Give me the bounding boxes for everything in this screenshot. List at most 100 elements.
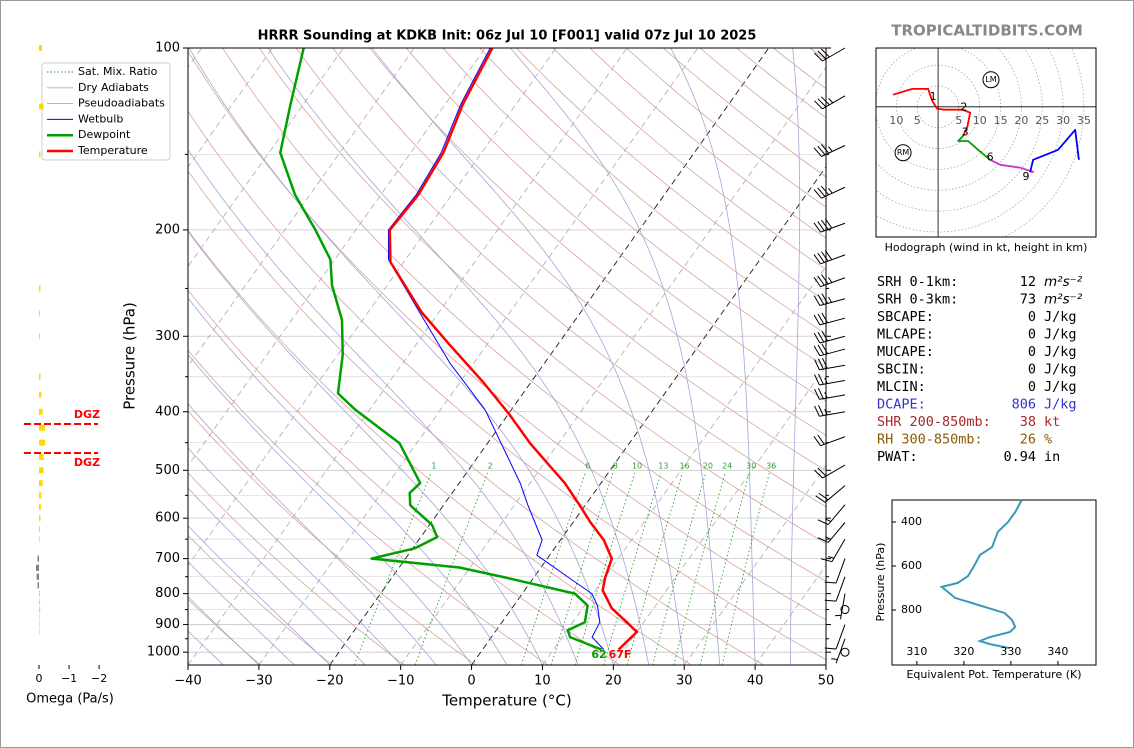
wind-barb-calm <box>840 647 850 657</box>
mixing-ratio-line <box>550 472 614 665</box>
hodograph-title: Hodograph (wind in kt, height in km) <box>885 241 1088 254</box>
moist-adiabat <box>188 403 437 665</box>
stat-unit: m²s⁻² <box>1044 292 1083 308</box>
stat-label: SRH 0-1km: <box>877 274 958 290</box>
wind-barb <box>815 485 846 503</box>
storm-motion-label: LM <box>985 75 996 84</box>
height-label: 6 <box>987 151 994 164</box>
storm-motion-marker <box>982 71 1000 89</box>
moist-adiabat <box>267 48 650 665</box>
dry-adiabat <box>332 48 826 472</box>
dry-adiabat <box>188 229 692 665</box>
x-tick-label: 40 <box>747 674 764 689</box>
dry-adiabat <box>188 110 826 661</box>
omega-bar <box>39 525 40 532</box>
sounding-line <box>387 48 605 650</box>
dry-adiabat <box>369 48 826 436</box>
wind-barb <box>813 274 846 288</box>
wind-barb <box>813 250 846 265</box>
stat-label: RH 300-850mb: <box>877 432 983 448</box>
dry-adiabat <box>188 534 333 665</box>
hodograph-ring-label: 25 <box>1035 114 1049 127</box>
stat-value: 12 <box>1020 274 1036 290</box>
wind-barb <box>824 576 846 602</box>
stat-label: SBCAPE: <box>877 309 934 325</box>
stat-unit: J/kg <box>1044 309 1077 325</box>
legend-label: Wetbulb <box>78 112 123 125</box>
moist-adiabat <box>790 48 801 665</box>
omega-bar <box>39 424 46 431</box>
inset-x-tick-label: 330 <box>1000 645 1021 658</box>
dgz-label: DGZ <box>74 408 100 421</box>
x-tick-label: −10 <box>387 674 414 689</box>
inset-x-tick-label: 310 <box>906 645 927 658</box>
omega-bar <box>39 45 43 51</box>
stat-unit: J/kg <box>1044 379 1077 395</box>
y-axis-label: Pressure (hPa) <box>121 302 139 410</box>
stat-value: 806 <box>1012 397 1036 413</box>
omega-bar <box>39 492 42 499</box>
inset-y-tick-label: 600 <box>901 559 922 572</box>
omega-bar <box>39 310 40 317</box>
stat-label: DCAPE: <box>877 397 926 413</box>
moist-adiabat <box>188 447 401 665</box>
y-tick-label: 400 <box>155 404 180 419</box>
dry-adiabat <box>188 598 261 665</box>
moist-adiabat <box>188 561 295 665</box>
stat-unit: J/kg <box>1044 397 1077 413</box>
omega-bar <box>39 439 46 446</box>
legend-label: Pseudoadiabats <box>78 97 165 110</box>
moist-adiabat <box>188 525 331 665</box>
stat-unit: % <box>1044 432 1052 448</box>
y-tick-label: 1000 <box>147 645 180 660</box>
moist-adiabat <box>670 48 756 665</box>
mixing-ratio-label: 2 <box>488 462 493 471</box>
mixing-ratio-line <box>652 472 707 665</box>
isotherm <box>188 48 273 168</box>
theta-e-inset: 310 320 330 340 400 600 800 <box>891 499 1097 666</box>
x-tick-label: −20 <box>316 674 343 689</box>
height-label: 2 <box>960 101 967 114</box>
wind-barb <box>831 638 846 664</box>
wind-barb <box>814 47 846 62</box>
mixing-ratio-label: 24 <box>722 462 732 471</box>
hodograph-trace <box>1029 128 1080 173</box>
omega-bar <box>37 555 40 562</box>
dry-adiabat <box>442 48 826 368</box>
wind-barb <box>813 434 846 447</box>
y-tick-label: 300 <box>155 329 180 344</box>
legend-label: Sat. Mix. Ratio <box>78 65 158 78</box>
omega-bar <box>36 564 40 571</box>
omega-x-tick-label: −1 <box>61 672 77 685</box>
hodograph-frame <box>875 47 1097 238</box>
stat-label: MUCAPE: <box>877 344 934 360</box>
wind-barb <box>813 312 846 326</box>
wind-barb <box>814 95 846 110</box>
omega-bar <box>39 621 40 628</box>
mixing-ratio-line <box>603 472 662 665</box>
hodograph-ring-label: 10 <box>889 114 903 127</box>
omega-bar <box>39 536 40 543</box>
hodograph-trace <box>989 158 1034 173</box>
moist-adiabat <box>188 487 366 665</box>
watermark: TROPICALTIDBITS.COM <box>891 22 1083 40</box>
hodograph-ring-label: 15 <box>994 114 1008 127</box>
stat-value: 0 <box>1028 344 1036 360</box>
stat-label: SBCIN: <box>877 362 926 378</box>
height-label: 1 <box>930 90 937 103</box>
moist-adiabat <box>188 596 260 665</box>
dry-adiabat <box>188 289 621 665</box>
wind-barb <box>820 538 846 563</box>
theta-e-line <box>939 499 1023 650</box>
dgz-label: DGZ <box>74 456 100 469</box>
omega-bar <box>39 628 40 635</box>
wind-barb <box>814 373 846 386</box>
stat-unit: J/kg <box>1044 344 1077 360</box>
wind-barb <box>814 388 846 400</box>
y-tick-label: 600 <box>155 511 180 526</box>
moist-adiabat <box>510 48 721 665</box>
moist-adiabat <box>371 48 685 665</box>
dry-adiabat <box>188 349 549 665</box>
legend-label: Temperature <box>77 144 148 157</box>
